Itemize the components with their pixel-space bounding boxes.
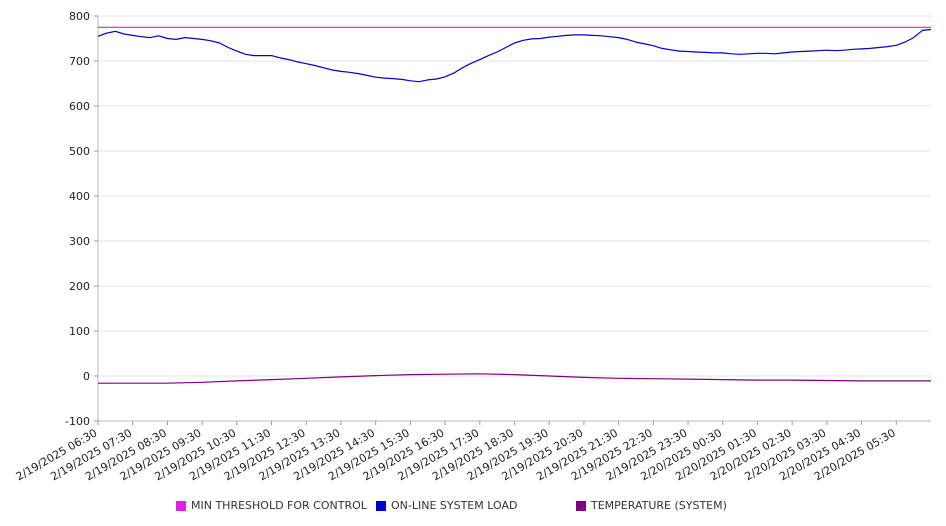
y-tick-label: 200: [69, 280, 90, 293]
legend-swatch: [576, 500, 586, 511]
y-tick-label: 600: [69, 100, 90, 113]
legend-label: MIN THRESHOLD FOR CONTROL: [191, 499, 367, 512]
axes: [97, 16, 931, 422]
legend-item: TEMPERATURE (SYSTEM): [576, 499, 727, 512]
legend-label: ON-LINE SYSTEM LOAD: [391, 499, 518, 512]
grid-lines: [98, 15, 931, 422]
legend-swatch: [376, 500, 386, 511]
series-lines: [97, 26, 932, 384]
y-tick-label: -100: [65, 415, 90, 428]
legend-item: MIN THRESHOLD FOR CONTROL: [176, 499, 367, 512]
y-tick-label: 400: [69, 190, 90, 203]
legend-swatch: [176, 500, 186, 511]
y-tick-label: 700: [69, 55, 90, 68]
y-tick-label: 100: [69, 325, 90, 338]
x-axis-ticks: 2/19/2025 06:302/19/2025 07:302/19/2025 …: [14, 421, 898, 483]
y-axis-ticks: 800 700 600 500 400 300 200 100 0 -100: [65, 10, 98, 428]
y-tick-label: 500: [69, 145, 90, 158]
legend: MIN THRESHOLD FOR CONTROL ON-LINE SYSTEM …: [0, 496, 946, 516]
legend-item: ON-LINE SYSTEM LOAD: [376, 499, 517, 512]
y-tick-label: 300: [69, 235, 90, 248]
series-line-1: [97, 28, 932, 83]
line-chart: 800 700 600 500 400 300 200 100 0 -100 2/19/2025 …: [14, 10, 932, 483]
series-line-2: [98, 373, 931, 384]
y-tick-label: 0: [83, 370, 90, 383]
y-tick-label: 800: [69, 10, 90, 23]
legend-label: TEMPERATURE (SYSTEM): [591, 499, 727, 512]
